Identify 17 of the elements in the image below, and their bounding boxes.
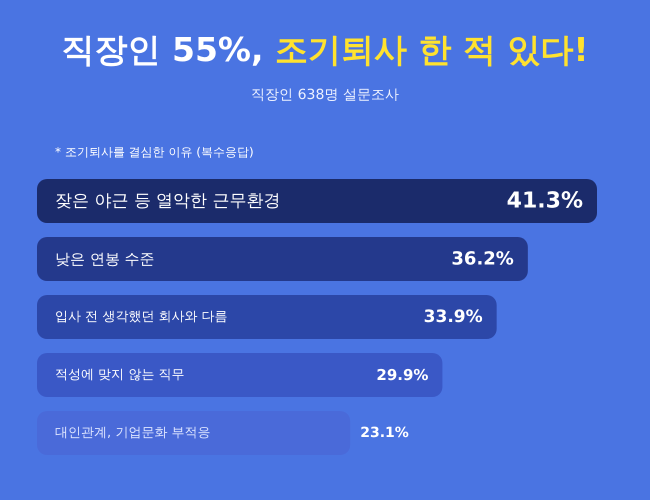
y-tick-label: 대인관계, 기업문화 부적응 xyxy=(55,426,210,440)
chart-subtitle: 직장인 638명 설문조사 xyxy=(251,87,399,103)
data-label: 29.9% xyxy=(376,366,428,384)
bar xyxy=(37,295,497,339)
bar xyxy=(37,353,442,397)
data-label: 23.1% xyxy=(360,425,409,441)
data-label: 36.2% xyxy=(451,248,514,270)
y-tick-label: 낮은 연봉 수준 xyxy=(55,250,155,268)
y-tick-label: 적성에 맞지 않는 직무 xyxy=(55,368,184,382)
chart-title: 직장인 55%, 조기퇴사 한 적 있다! xyxy=(61,30,589,69)
data-label: 33.9% xyxy=(424,307,483,327)
y-tick-label: 잦은 야근 등 열악한 근무환경 xyxy=(55,191,281,211)
bar xyxy=(37,179,597,223)
text: * 조기퇴사를 결심한 이유 (복수응답) xyxy=(55,145,254,159)
bar xyxy=(37,237,528,281)
data-label: 41.3% xyxy=(506,188,583,214)
y-tick-label: 입사 전 생각했던 회사와 다름 xyxy=(55,310,228,324)
